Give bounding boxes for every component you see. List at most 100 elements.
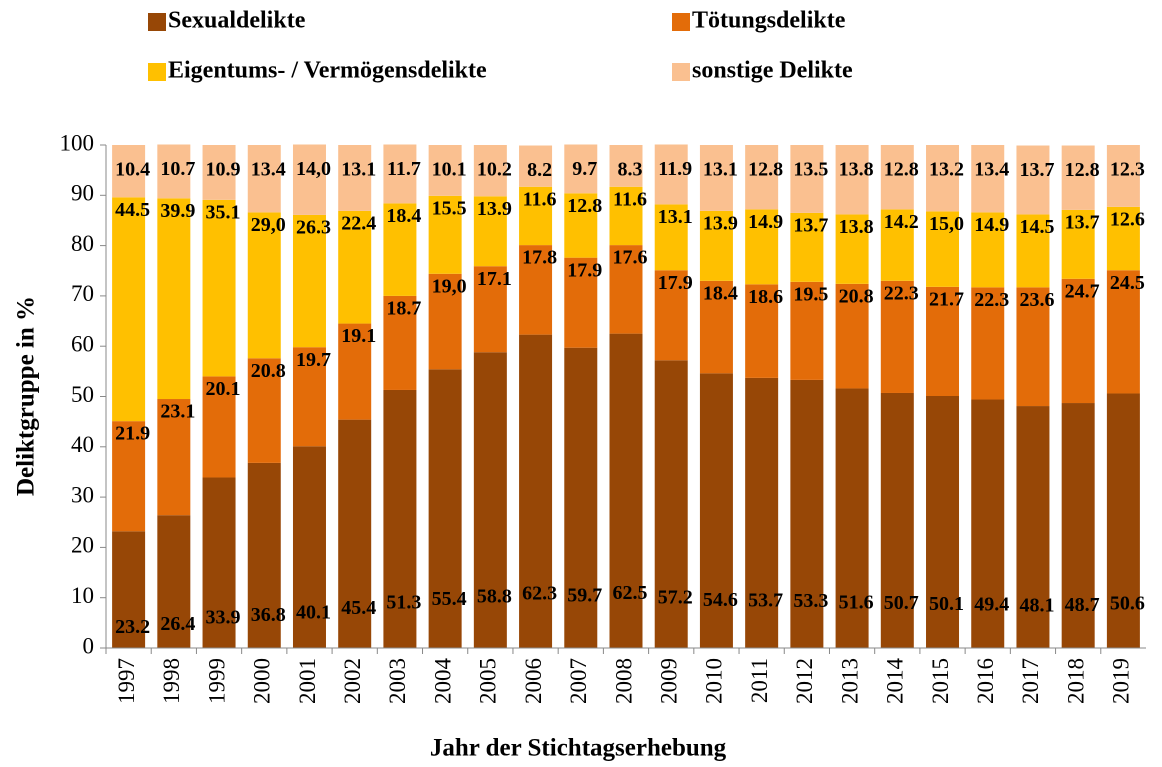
data-label: 45.4 [341, 597, 376, 619]
data-label: 11.9 [658, 158, 692, 180]
data-label: 12.8 [884, 159, 919, 181]
x-tick-label: 1998 [159, 658, 184, 704]
legend-swatch [148, 63, 166, 81]
data-label: 10.9 [206, 159, 241, 181]
bar-segment [1061, 403, 1095, 648]
data-label: 22.3 [974, 289, 1009, 311]
bar-segment [112, 145, 146, 198]
x-tick-label: 2016 [973, 658, 998, 704]
y-tick-label: 70 [71, 281, 94, 306]
data-label: 13.2 [929, 159, 964, 181]
data-label: 12.3 [1110, 159, 1145, 181]
data-label: 40.1 [296, 601, 331, 623]
bar-segment [745, 209, 779, 285]
data-label: 13.9 [477, 198, 512, 220]
x-tick-label: 1999 [204, 658, 229, 704]
data-label: 21.9 [115, 423, 150, 445]
y-tick-label: 30 [71, 482, 94, 507]
bar-segment [202, 145, 236, 200]
bar-segment [519, 186, 553, 246]
bar-segment [473, 352, 507, 648]
bar-segment [609, 145, 643, 187]
bar-segment [519, 245, 553, 335]
data-label: 50.1 [929, 593, 964, 615]
data-label: 13.9 [703, 212, 738, 234]
data-label: 14.9 [748, 211, 783, 233]
bar-segment [338, 323, 372, 420]
data-label: 33.9 [206, 607, 241, 629]
data-label: 24.7 [1065, 280, 1100, 302]
y-tick-label: 40 [71, 432, 94, 457]
data-label: 17.6 [613, 247, 648, 269]
data-label: 44.5 [115, 199, 150, 221]
bar-segment [835, 283, 869, 389]
data-label: 36.8 [251, 604, 286, 626]
bar-segment [745, 145, 779, 210]
bar-segment [654, 204, 688, 271]
y-tick-label: 80 [71, 231, 94, 256]
bar-segment [383, 144, 417, 204]
bar-segment [790, 379, 824, 648]
data-label: 51.3 [386, 592, 421, 614]
data-label: 19.1 [341, 325, 376, 347]
data-label: 20.8 [839, 285, 874, 307]
data-label: 12.8 [1065, 159, 1100, 181]
y-tick-label: 20 [71, 533, 94, 558]
bar-segment [157, 515, 191, 648]
bar-segment [428, 195, 462, 274]
bar-segment [1016, 214, 1050, 288]
data-label: 26.4 [160, 613, 195, 635]
bar-segment [971, 399, 1005, 648]
bar-segment [790, 145, 824, 213]
bar-segment [112, 197, 146, 422]
bar-segment [835, 214, 869, 284]
data-label: 13.1 [703, 159, 738, 181]
bar-segment [654, 360, 688, 648]
bar-segment [971, 212, 1005, 288]
bar-segment [1016, 406, 1050, 648]
x-tick-label: 2019 [1109, 658, 1134, 704]
bar-segment [790, 212, 824, 282]
data-label: 13.1 [341, 159, 376, 181]
data-label: 8.3 [618, 159, 643, 181]
data-label: 54.6 [703, 589, 738, 611]
bar-segment [1106, 145, 1140, 207]
data-label: 39.9 [160, 200, 195, 222]
x-tick-label: 2014 [883, 658, 908, 705]
bar-segment [654, 270, 688, 361]
data-label: 15.5 [432, 197, 467, 219]
data-label: 14.5 [1019, 216, 1054, 238]
bar-segment [473, 266, 507, 353]
y-tick-label: 60 [71, 331, 94, 356]
x-tick-label: 2011 [747, 658, 772, 703]
x-tick-label: 2008 [611, 658, 636, 704]
data-label: 10.7 [160, 158, 195, 180]
data-label: 18.7 [386, 297, 421, 319]
bar-segment [699, 145, 733, 211]
data-label: 13.5 [793, 159, 828, 181]
bar-segment [835, 388, 869, 648]
bar-segment [428, 273, 462, 370]
x-tick-label: 2013 [837, 658, 862, 704]
x-tick-label: 2000 [250, 658, 275, 704]
bar-segment [564, 257, 598, 348]
x-tick-label: 1997 [114, 658, 139, 704]
bar-segment [202, 376, 236, 478]
data-label: 14,0 [296, 158, 331, 180]
y-tick-label: 0 [83, 633, 95, 658]
data-label: 62.5 [613, 582, 648, 604]
x-tick-label: 2017 [1018, 658, 1043, 704]
bar-segment [745, 284, 779, 378]
bar-segment [519, 334, 553, 648]
bar-segment [1061, 145, 1095, 210]
bar-segment [564, 347, 598, 648]
data-label: 12.8 [567, 195, 602, 217]
data-label: 59.7 [567, 585, 602, 607]
bar-segment [112, 531, 146, 648]
x-tick-label: 2001 [295, 658, 320, 704]
x-tick-label: 2002 [340, 658, 365, 704]
data-label: 13.8 [839, 216, 874, 238]
bar-segment [880, 145, 914, 210]
legend-swatch [672, 63, 690, 81]
bar-segment [1106, 206, 1140, 271]
